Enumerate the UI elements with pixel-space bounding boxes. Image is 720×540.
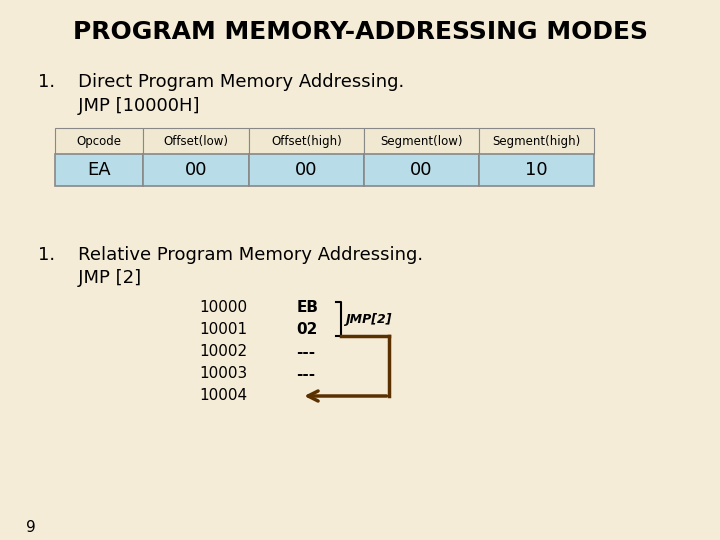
Text: ---: --- <box>297 367 315 381</box>
Text: 00: 00 <box>295 161 318 179</box>
Text: 1.    Relative Program Memory Addressing.: 1. Relative Program Memory Addressing. <box>37 246 423 264</box>
Text: JMP [10000H]: JMP [10000H] <box>37 97 199 115</box>
Text: 10000: 10000 <box>199 300 247 315</box>
Bar <box>248 128 364 154</box>
Bar <box>364 154 479 186</box>
Bar <box>479 128 594 154</box>
Text: Segment(high): Segment(high) <box>492 134 581 147</box>
Text: JMP [2]: JMP [2] <box>37 269 141 287</box>
Text: 02: 02 <box>297 322 318 338</box>
Text: Segment(low): Segment(low) <box>380 134 463 147</box>
Text: Offset(low): Offset(low) <box>163 134 228 147</box>
Text: 00: 00 <box>410 161 433 179</box>
Text: 10004: 10004 <box>199 388 247 403</box>
Text: 00: 00 <box>185 161 207 179</box>
Text: 10001: 10001 <box>199 322 247 338</box>
Text: 1.    Direct Program Memory Addressing.: 1. Direct Program Memory Addressing. <box>37 73 404 91</box>
Text: 9: 9 <box>26 521 36 536</box>
Text: 10002: 10002 <box>199 345 247 360</box>
Text: EA: EA <box>88 161 111 179</box>
Bar <box>248 154 364 186</box>
Bar <box>55 128 143 154</box>
Text: Offset(high): Offset(high) <box>271 134 342 147</box>
Bar <box>55 154 143 186</box>
Bar <box>143 128 248 154</box>
Bar <box>479 154 594 186</box>
Text: ---: --- <box>297 345 315 360</box>
Bar <box>364 128 479 154</box>
Text: 10: 10 <box>526 161 548 179</box>
Text: Opcode: Opcode <box>77 134 122 147</box>
Text: JMP[2]: JMP[2] <box>346 313 392 326</box>
Text: 10003: 10003 <box>199 367 247 381</box>
Text: EB: EB <box>297 300 318 315</box>
Text: PROGRAM MEMORY-ADDRESSING MODES: PROGRAM MEMORY-ADDRESSING MODES <box>73 20 647 44</box>
Bar <box>143 154 248 186</box>
